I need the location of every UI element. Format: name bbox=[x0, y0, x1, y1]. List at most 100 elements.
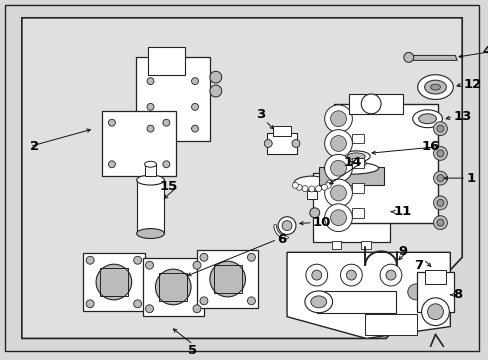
Text: 11: 11 bbox=[393, 205, 411, 218]
Ellipse shape bbox=[144, 161, 156, 167]
Circle shape bbox=[200, 297, 207, 305]
Bar bbox=[306, 191, 316, 199]
Circle shape bbox=[292, 183, 298, 188]
Circle shape bbox=[191, 78, 198, 85]
Text: 4: 4 bbox=[482, 45, 488, 58]
Polygon shape bbox=[410, 55, 456, 60]
Circle shape bbox=[433, 196, 447, 210]
Ellipse shape bbox=[310, 296, 326, 308]
Circle shape bbox=[346, 270, 356, 280]
Text: 9: 9 bbox=[398, 245, 407, 258]
Text: 2: 2 bbox=[30, 140, 39, 153]
Circle shape bbox=[108, 119, 115, 126]
Bar bbox=[348, 94, 403, 114]
Circle shape bbox=[340, 264, 362, 286]
Circle shape bbox=[309, 208, 319, 218]
Circle shape bbox=[330, 160, 346, 176]
Text: 16: 16 bbox=[421, 140, 440, 153]
Circle shape bbox=[321, 184, 326, 190]
Circle shape bbox=[282, 221, 291, 230]
Text: 6: 6 bbox=[277, 233, 286, 246]
Circle shape bbox=[385, 270, 395, 280]
Circle shape bbox=[433, 147, 447, 160]
Circle shape bbox=[193, 305, 201, 313]
Bar bbox=[159, 273, 187, 301]
Circle shape bbox=[133, 300, 142, 308]
Circle shape bbox=[436, 199, 443, 206]
Bar bbox=[333, 104, 437, 222]
Circle shape bbox=[200, 253, 207, 261]
Ellipse shape bbox=[429, 84, 440, 90]
Circle shape bbox=[296, 184, 302, 190]
Ellipse shape bbox=[412, 110, 442, 128]
Circle shape bbox=[330, 111, 346, 127]
Bar bbox=[100, 268, 127, 296]
Circle shape bbox=[436, 150, 443, 157]
Circle shape bbox=[302, 186, 307, 192]
Circle shape bbox=[324, 154, 352, 182]
Polygon shape bbox=[286, 252, 449, 338]
Ellipse shape bbox=[304, 291, 332, 313]
Ellipse shape bbox=[136, 229, 164, 238]
Circle shape bbox=[311, 270, 321, 280]
Ellipse shape bbox=[293, 176, 329, 190]
Bar bbox=[273, 126, 290, 136]
Circle shape bbox=[291, 140, 299, 148]
Text: 8: 8 bbox=[452, 288, 462, 301]
Bar bbox=[424, 270, 446, 284]
Text: 7: 7 bbox=[414, 259, 423, 272]
Bar bbox=[197, 250, 258, 308]
Text: 1: 1 bbox=[465, 172, 474, 185]
Ellipse shape bbox=[346, 153, 365, 160]
Bar bbox=[144, 164, 156, 176]
Circle shape bbox=[436, 175, 443, 181]
Circle shape bbox=[324, 179, 352, 207]
Ellipse shape bbox=[336, 158, 366, 168]
Ellipse shape bbox=[417, 75, 452, 99]
Bar bbox=[213, 265, 241, 293]
Bar bbox=[319, 167, 383, 185]
Circle shape bbox=[324, 204, 352, 231]
Circle shape bbox=[264, 140, 272, 148]
Text: 3: 3 bbox=[256, 108, 265, 121]
Circle shape bbox=[308, 186, 314, 192]
Circle shape bbox=[145, 261, 153, 269]
Circle shape bbox=[209, 71, 221, 83]
Bar bbox=[352, 183, 364, 193]
Circle shape bbox=[407, 284, 423, 300]
Circle shape bbox=[163, 119, 169, 126]
Bar bbox=[352, 134, 364, 144]
Bar bbox=[267, 132, 296, 154]
Circle shape bbox=[147, 125, 154, 132]
Circle shape bbox=[147, 103, 154, 110]
Circle shape bbox=[315, 186, 321, 192]
Circle shape bbox=[209, 85, 221, 97]
Ellipse shape bbox=[136, 175, 164, 185]
Circle shape bbox=[403, 53, 413, 62]
Text: 5: 5 bbox=[188, 345, 197, 357]
Bar bbox=[331, 242, 341, 249]
Circle shape bbox=[147, 78, 154, 85]
Circle shape bbox=[86, 300, 94, 308]
Polygon shape bbox=[22, 18, 461, 338]
Text: 13: 13 bbox=[452, 110, 471, 123]
Circle shape bbox=[247, 297, 255, 305]
Circle shape bbox=[436, 125, 443, 132]
Circle shape bbox=[324, 105, 352, 132]
Bar bbox=[102, 111, 175, 176]
Circle shape bbox=[305, 264, 327, 286]
Text: 10: 10 bbox=[312, 216, 330, 229]
Circle shape bbox=[209, 261, 245, 297]
Circle shape bbox=[433, 171, 447, 185]
Ellipse shape bbox=[324, 162, 378, 174]
Ellipse shape bbox=[361, 94, 380, 114]
Circle shape bbox=[436, 219, 443, 226]
Text: 14: 14 bbox=[343, 156, 362, 169]
Circle shape bbox=[425, 304, 441, 320]
Circle shape bbox=[324, 130, 352, 157]
Ellipse shape bbox=[418, 114, 436, 124]
Circle shape bbox=[145, 305, 153, 313]
Bar bbox=[316, 291, 395, 313]
Bar bbox=[312, 173, 389, 242]
Circle shape bbox=[278, 217, 295, 234]
